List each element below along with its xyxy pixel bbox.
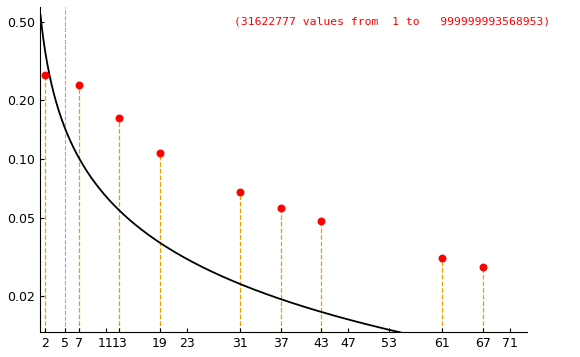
Point xyxy=(115,115,124,120)
Point xyxy=(155,150,164,156)
Text: (31622777 values from  1 to   999999993568953): (31622777 values from 1 to 9999999935689… xyxy=(234,17,551,27)
Point xyxy=(438,256,447,261)
Point xyxy=(74,82,84,87)
Point xyxy=(235,189,245,195)
Point xyxy=(478,264,487,270)
Point xyxy=(317,218,326,224)
Point xyxy=(276,205,285,211)
Point xyxy=(41,72,50,77)
